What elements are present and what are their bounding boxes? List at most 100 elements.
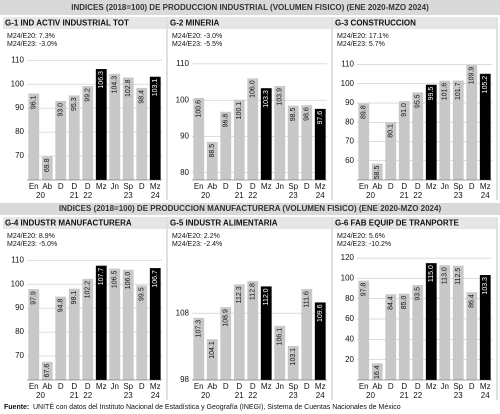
bar (385, 294, 397, 380)
value-label: 109.9 (469, 67, 476, 85)
panel-title: G-1 IND ACTIV INDUSTRIAL TOT (5, 19, 129, 28)
value-label: 91.0 (401, 103, 408, 117)
value-label: 99.5 (139, 287, 146, 301)
panel-title: G-3 CONSTRUCCION (335, 19, 416, 28)
bar (247, 78, 259, 180)
annotation: M24/E23: -3.0% (7, 41, 57, 48)
value-label: 112.0 (263, 288, 270, 305)
year-label: 20 (366, 191, 375, 200)
panel-title: G-6 FAB EQUIP DE TRANPORTE (335, 219, 460, 228)
panel-title-bg (333, 217, 496, 229)
y-tick-label: 110 (11, 55, 24, 64)
x-tick-label: Ab (372, 182, 382, 191)
value-label: 58.5 (374, 166, 381, 180)
x-tick-label: D (401, 382, 407, 391)
x-tick-label: D (304, 182, 310, 191)
year-label: 23 (124, 391, 133, 400)
x-tick-label: Mz (150, 182, 161, 191)
value-label: 99.5 (428, 87, 435, 101)
bar (358, 103, 370, 180)
bar (82, 278, 94, 380)
bottom-banner (0, 203, 500, 215)
x-tick-label: D (401, 182, 407, 191)
bar (233, 284, 245, 380)
annotation: M24/E23: 5.7% (337, 41, 385, 48)
x-tick-label: D (304, 382, 310, 391)
bar (287, 105, 299, 180)
y-tick-label: 110 (341, 60, 354, 69)
year-label: 22 (83, 191, 92, 200)
y-tick-label: 110 (11, 255, 24, 264)
y-tick-label: 90 (180, 132, 189, 141)
value-label: 111.6 (304, 291, 311, 308)
value-label: 88.5 (209, 144, 216, 158)
x-tick-label: Jn (111, 382, 119, 391)
year-label: 23 (289, 191, 298, 200)
value-label: 107.3 (196, 320, 203, 338)
bar (314, 302, 326, 380)
bar (55, 100, 67, 180)
x-tick-label: Mz (96, 382, 107, 391)
bar (439, 80, 451, 180)
bar (412, 92, 424, 180)
year-label: 22 (83, 391, 92, 400)
x-tick-label: Mz (261, 382, 272, 391)
x-tick-label: Jn (111, 182, 119, 191)
panel-title-bg (333, 17, 496, 29)
bar (41, 361, 53, 380)
bottom-heading: INDICES (2018=100) DE PRODUCCION MANUFAC… (59, 204, 442, 213)
x-tick-label: Mz (426, 382, 437, 391)
annotation: M24/E20: 17.1% (337, 33, 389, 40)
value-label: 102.2 (85, 281, 92, 299)
bar (28, 93, 40, 180)
value-label: 16.4 (374, 365, 381, 379)
value-label: 100.6 (196, 100, 203, 118)
bar (136, 87, 148, 180)
y-tick-label: 80 (345, 294, 354, 303)
x-tick-label: Sp (123, 182, 133, 191)
year-label: 22 (413, 191, 422, 200)
y-tick-label: 100 (11, 79, 25, 88)
panel-title: G-2 MINERIA (170, 19, 220, 28)
value-label: 93.0 (58, 103, 65, 117)
x-tick-label: Ab (207, 182, 217, 191)
year-label: 23 (124, 191, 133, 200)
y-tick-label: 90 (15, 103, 24, 112)
annotation: M24/E20: -3.0% (172, 33, 222, 40)
x-tick-label: D (223, 382, 229, 391)
annotation: M24/E23: -2.4% (172, 241, 222, 248)
y-tick-label: 80 (345, 117, 354, 126)
year-label: 20 (36, 191, 45, 200)
value-label: 112.5 (455, 268, 462, 285)
y-tick-label: 100 (176, 95, 190, 104)
x-tick-label: D (236, 182, 242, 191)
annotation: M24/E20: 2.2% (172, 233, 220, 240)
y-tick-label: 100 (341, 274, 355, 283)
bar (479, 275, 491, 380)
bar (371, 363, 383, 380)
bar (109, 268, 121, 380)
year-label: 23 (289, 391, 298, 400)
year-label: 20 (366, 391, 375, 400)
year-label: 21 (400, 191, 409, 200)
x-tick-label: Mz (315, 182, 326, 191)
year-label: 21 (70, 191, 79, 200)
value-label: 106.0 (125, 272, 132, 290)
x-tick-label: Mz (150, 382, 161, 391)
bar (109, 73, 121, 180)
x-tick-label: D (71, 182, 77, 191)
value-label: 106.3 (98, 71, 105, 89)
panel-title-bg (3, 17, 166, 29)
x-tick-label: D (469, 182, 475, 191)
panel-title-bg (168, 17, 331, 29)
value-label: 106.5 (112, 270, 119, 288)
bar (466, 292, 478, 380)
y-tick-label: 60 (345, 314, 354, 323)
value-label: 104.3 (112, 76, 119, 94)
bar (206, 141, 218, 180)
x-tick-label: D (85, 382, 91, 391)
x-tick-label: Jn (441, 382, 449, 391)
year-label: 23 (454, 391, 463, 400)
value-label: 98.4 (139, 90, 146, 104)
